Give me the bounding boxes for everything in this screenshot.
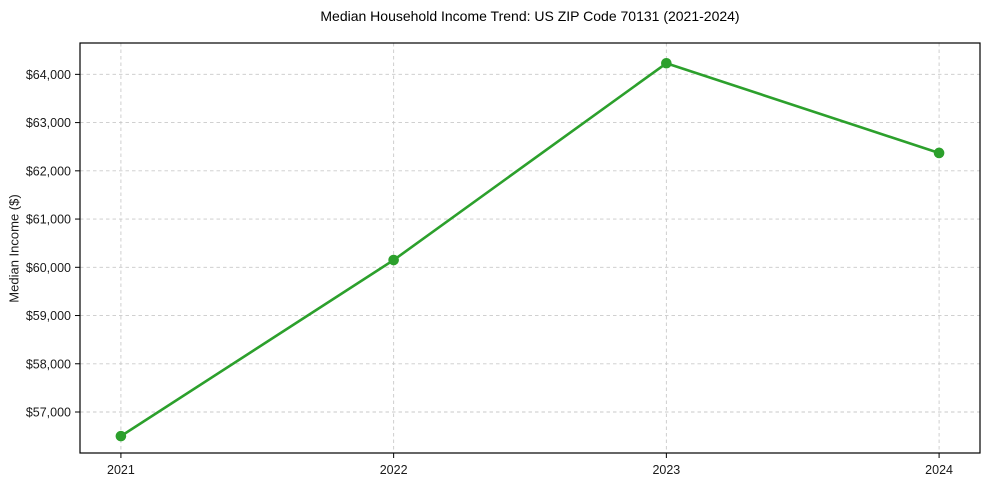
plot-frame <box>79 42 981 454</box>
y-tick-label: $60,000 <box>26 261 71 275</box>
y-tick-label: $61,000 <box>26 213 71 227</box>
chart-title: Median Household Income Trend: US ZIP Co… <box>320 8 740 24</box>
x-tick-label: 2021 <box>107 463 135 477</box>
y-tick-label: $63,000 <box>26 116 71 130</box>
y-tick-label: $58,000 <box>26 357 71 371</box>
data-point <box>661 57 672 69</box>
y-tick-label: $64,000 <box>26 68 71 82</box>
x-tick-label: 2024 <box>925 463 953 477</box>
data-point <box>388 254 399 266</box>
y-tick-label: $57,000 <box>26 406 71 420</box>
data-point <box>933 147 945 159</box>
data-point <box>115 430 127 442</box>
y-tick-label: $62,000 <box>26 164 71 178</box>
x-tick-label: 2022 <box>380 463 408 477</box>
x-tick-label: 2023 <box>652 463 680 477</box>
trend-line <box>119 61 941 438</box>
y-tick-label: $59,000 <box>26 309 71 323</box>
